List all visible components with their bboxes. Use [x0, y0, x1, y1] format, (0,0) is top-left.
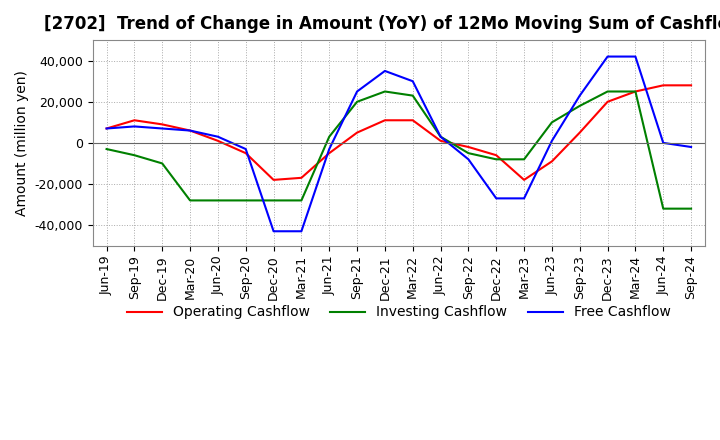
Free Cashflow: [102, 126, 111, 131]
Line: Investing Cashflow: Investing Cashflow: [107, 92, 691, 209]
Operating Cashflow: [603, 99, 612, 104]
Operating Cashflow: [548, 159, 557, 164]
Free Cashflow: [269, 229, 278, 234]
Operating Cashflow: [214, 138, 222, 143]
Free Cashflow: [186, 128, 194, 133]
Investing Cashflow: [548, 120, 557, 125]
Free Cashflow: [381, 68, 390, 73]
Line: Free Cashflow: Free Cashflow: [107, 57, 691, 231]
Investing Cashflow: [158, 161, 166, 166]
Investing Cashflow: [492, 157, 500, 162]
Investing Cashflow: [102, 147, 111, 152]
Operating Cashflow: [297, 175, 306, 180]
Operating Cashflow: [102, 126, 111, 131]
Free Cashflow: [353, 89, 361, 94]
Operating Cashflow: [325, 150, 333, 156]
Investing Cashflow: [186, 198, 194, 203]
Investing Cashflow: [381, 89, 390, 94]
Free Cashflow: [520, 196, 528, 201]
Investing Cashflow: [130, 153, 139, 158]
Operating Cashflow: [631, 89, 640, 94]
Investing Cashflow: [631, 89, 640, 94]
Investing Cashflow: [436, 134, 445, 139]
Free Cashflow: [325, 147, 333, 152]
Investing Cashflow: [659, 206, 667, 211]
Operating Cashflow: [492, 153, 500, 158]
Free Cashflow: [214, 134, 222, 139]
Operating Cashflow: [353, 130, 361, 135]
Investing Cashflow: [603, 89, 612, 94]
Line: Operating Cashflow: Operating Cashflow: [107, 85, 691, 180]
Free Cashflow: [130, 124, 139, 129]
Investing Cashflow: [325, 134, 333, 139]
Operating Cashflow: [659, 83, 667, 88]
Operating Cashflow: [436, 138, 445, 143]
Operating Cashflow: [269, 177, 278, 183]
Free Cashflow: [492, 196, 500, 201]
Operating Cashflow: [186, 128, 194, 133]
Operating Cashflow: [575, 130, 584, 135]
Operating Cashflow: [381, 117, 390, 123]
Legend: Operating Cashflow, Investing Cashflow, Free Cashflow: Operating Cashflow, Investing Cashflow, …: [121, 300, 676, 325]
Y-axis label: Amount (million yen): Amount (million yen): [15, 70, 29, 216]
Investing Cashflow: [520, 157, 528, 162]
Operating Cashflow: [158, 122, 166, 127]
Investing Cashflow: [241, 198, 250, 203]
Investing Cashflow: [353, 99, 361, 104]
Operating Cashflow: [687, 83, 696, 88]
Operating Cashflow: [464, 144, 473, 150]
Free Cashflow: [659, 140, 667, 146]
Investing Cashflow: [214, 198, 222, 203]
Free Cashflow: [548, 138, 557, 143]
Free Cashflow: [687, 144, 696, 150]
Title: [2702]  Trend of Change in Amount (YoY) of 12Mo Moving Sum of Cashflows: [2702] Trend of Change in Amount (YoY) o…: [44, 15, 720, 33]
Investing Cashflow: [687, 206, 696, 211]
Free Cashflow: [297, 229, 306, 234]
Operating Cashflow: [130, 117, 139, 123]
Investing Cashflow: [297, 198, 306, 203]
Operating Cashflow: [408, 117, 417, 123]
Investing Cashflow: [464, 150, 473, 156]
Free Cashflow: [158, 126, 166, 131]
Investing Cashflow: [408, 93, 417, 98]
Free Cashflow: [241, 147, 250, 152]
Free Cashflow: [631, 54, 640, 59]
Free Cashflow: [464, 157, 473, 162]
Free Cashflow: [436, 134, 445, 139]
Operating Cashflow: [520, 177, 528, 183]
Free Cashflow: [408, 79, 417, 84]
Investing Cashflow: [575, 103, 584, 109]
Free Cashflow: [603, 54, 612, 59]
Investing Cashflow: [269, 198, 278, 203]
Free Cashflow: [575, 93, 584, 98]
Operating Cashflow: [241, 150, 250, 156]
